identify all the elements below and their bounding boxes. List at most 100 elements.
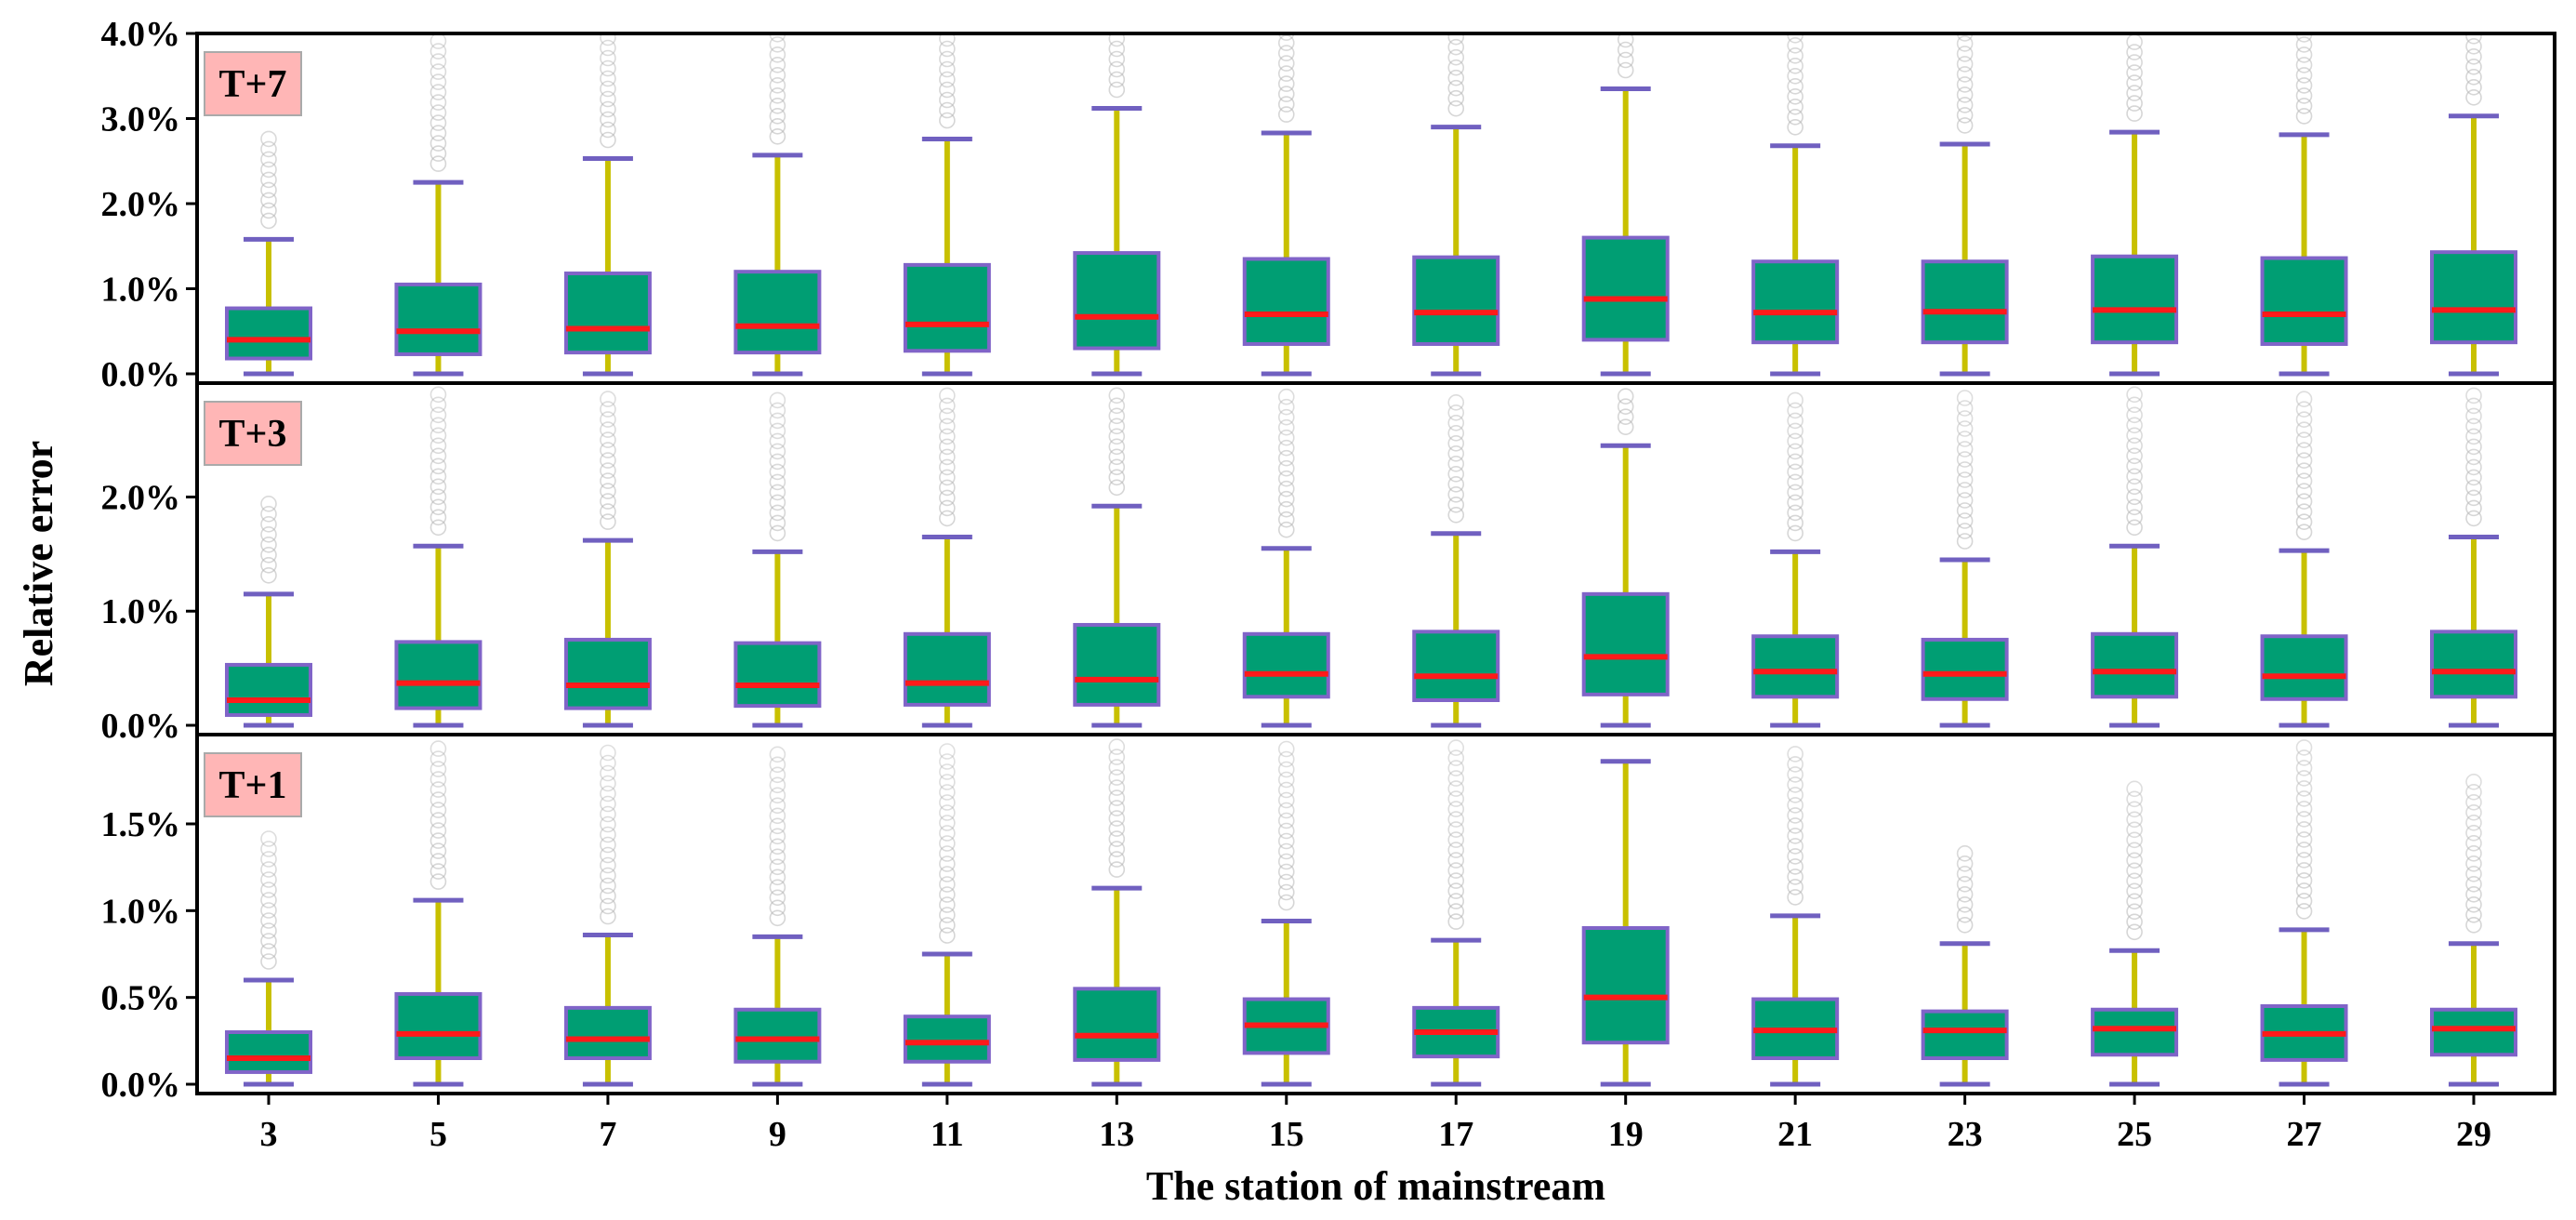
outlier-point bbox=[429, 488, 447, 506]
outlier-point bbox=[1447, 404, 1465, 421]
outlier-point bbox=[2295, 391, 2313, 408]
panel-tag-background bbox=[204, 752, 302, 817]
outlier-point bbox=[260, 566, 277, 584]
outlier-point bbox=[1277, 429, 1295, 446]
outlier-point bbox=[1277, 771, 1295, 789]
outlier-point bbox=[1277, 832, 1295, 850]
outlier-point bbox=[2465, 59, 2482, 75]
outlier-point bbox=[2126, 780, 2143, 798]
outlier-point bbox=[1277, 75, 1295, 92]
box-station-11 bbox=[903, 33, 991, 377]
outlier-point bbox=[1108, 458, 1126, 476]
box-body bbox=[2260, 634, 2348, 701]
outlier-point bbox=[1447, 831, 1465, 848]
outlier-point bbox=[1277, 781, 1295, 799]
outlier-point bbox=[600, 744, 616, 762]
outlier-point bbox=[600, 846, 616, 864]
outlier-point bbox=[2465, 37, 2482, 55]
outlier-point bbox=[2295, 87, 2313, 104]
x-tick-label: 25 bbox=[2117, 1115, 2152, 1154]
outlier-point bbox=[429, 478, 447, 496]
outlier-point bbox=[1447, 821, 1465, 838]
box-station-21 bbox=[1751, 746, 1840, 1087]
outlier-point bbox=[939, 815, 956, 831]
outlier-point bbox=[769, 57, 786, 73]
outlier-point bbox=[1956, 885, 1974, 903]
box-body bbox=[1073, 987, 1161, 1062]
outlier-point bbox=[1956, 35, 1974, 52]
outlier-point bbox=[939, 407, 956, 425]
outlier-point bbox=[769, 746, 786, 763]
outlier-point bbox=[1277, 521, 1295, 538]
outlier-point bbox=[1787, 776, 1803, 793]
outlier-point bbox=[1277, 791, 1295, 809]
outlier-point bbox=[1108, 841, 1126, 857]
outlier-point bbox=[2126, 913, 2143, 931]
outlier-point bbox=[2295, 442, 2313, 459]
outlier-point bbox=[2465, 803, 2482, 821]
outlier-point bbox=[769, 838, 786, 855]
outlier-point bbox=[600, 90, 616, 108]
panel-plot-area bbox=[225, 33, 2517, 377]
box-body bbox=[733, 270, 822, 355]
outlier-point bbox=[769, 787, 786, 804]
outlier-point bbox=[1956, 76, 1974, 93]
outlier-point bbox=[429, 498, 447, 516]
outlier-point bbox=[1787, 88, 1803, 105]
outlier-point bbox=[2465, 885, 2482, 903]
outlier-point bbox=[260, 505, 277, 523]
outlier-point bbox=[2126, 54, 2143, 71]
outlier-point bbox=[600, 401, 616, 418]
outlier-point bbox=[2126, 811, 2143, 829]
box-station-23 bbox=[1921, 33, 2009, 377]
outlier-point bbox=[939, 774, 956, 790]
outlier-point bbox=[600, 897, 616, 915]
outlier-point bbox=[1277, 500, 1295, 518]
outlier-point bbox=[2126, 852, 2143, 869]
outlier-point bbox=[260, 556, 277, 574]
outlier-point bbox=[939, 50, 956, 68]
outlier-point bbox=[769, 899, 786, 917]
outlier-point bbox=[1956, 906, 1974, 923]
outlier-point bbox=[2465, 773, 2482, 790]
outlier-point bbox=[1108, 861, 1126, 878]
outlier-point bbox=[769, 776, 786, 794]
box-station-17 bbox=[1412, 393, 1500, 728]
box-station-21 bbox=[1751, 391, 1840, 728]
outlier-point bbox=[2126, 427, 2143, 444]
outlier-point bbox=[1787, 109, 1803, 126]
outlier-point bbox=[2465, 489, 2482, 507]
outlier-point bbox=[1108, 800, 1126, 816]
outlier-point bbox=[769, 46, 786, 63]
outlier-point bbox=[1447, 506, 1465, 524]
outlier-point bbox=[2295, 431, 2313, 449]
outlier-point bbox=[2295, 524, 2313, 541]
box-body bbox=[394, 282, 482, 356]
box-station-9 bbox=[733, 746, 822, 1087]
outlier-point bbox=[939, 397, 956, 415]
box-station-3 bbox=[225, 495, 312, 728]
x-tick-label: 27 bbox=[2287, 1115, 2322, 1154]
outlier-point bbox=[600, 867, 616, 884]
outlier-point bbox=[600, 472, 616, 489]
outlier-point bbox=[600, 121, 616, 139]
box-body bbox=[225, 1030, 312, 1074]
outlier-point bbox=[769, 98, 786, 114]
outlier-point bbox=[2295, 421, 2313, 439]
outlier-point bbox=[1447, 882, 1465, 899]
outlier-point bbox=[2126, 478, 2143, 496]
box-station-23 bbox=[1921, 390, 2009, 728]
box-station-29 bbox=[2430, 33, 2517, 377]
outlier-point bbox=[2126, 468, 2143, 485]
outlier-point bbox=[2295, 77, 2313, 94]
outlier-point bbox=[260, 546, 277, 564]
box-body bbox=[903, 631, 991, 707]
outlier-point bbox=[939, 510, 956, 527]
outlier-point bbox=[600, 431, 616, 448]
outlier-point bbox=[2465, 510, 2482, 527]
outlier-point bbox=[1108, 769, 1126, 786]
box-station-13 bbox=[1073, 738, 1161, 1087]
outlier-point bbox=[2126, 95, 2143, 112]
box-body bbox=[2430, 250, 2517, 345]
outlier-point bbox=[2295, 483, 2313, 500]
